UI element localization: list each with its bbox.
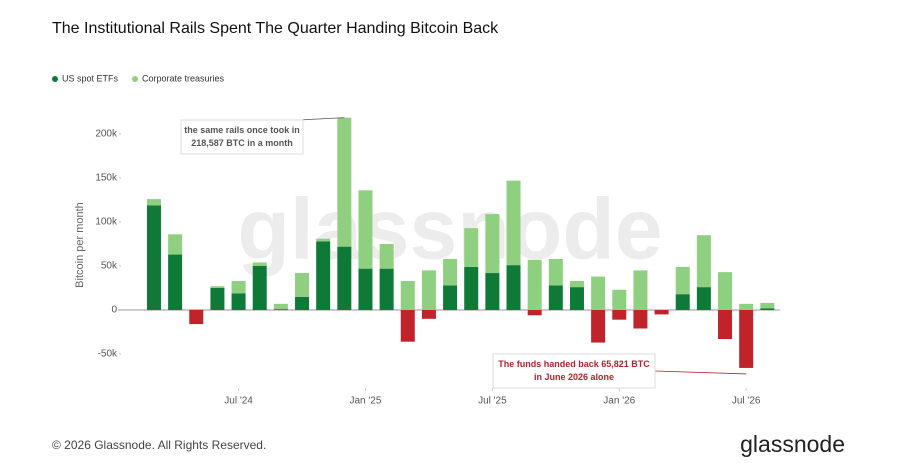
bar: [548, 258, 563, 286]
y-axis-label: Bitcoin per month: [74, 202, 86, 288]
bar: [443, 258, 458, 286]
bar: [421, 270, 436, 310]
annotation-text: 218,587 BTC in a month: [191, 138, 293, 148]
bar: [739, 303, 754, 310]
bar: [548, 285, 563, 310]
chart-title: The Institutional Rails Spent The Quarte…: [52, 20, 499, 37]
annotation-connector: [654, 370, 747, 375]
bar: [316, 241, 331, 310]
bar: [464, 266, 479, 310]
annotation-connector: [298, 117, 345, 121]
bar: [168, 234, 183, 255]
bar: [527, 310, 542, 316]
bar: [591, 310, 606, 343]
bar: [696, 287, 711, 310]
bar: [506, 180, 521, 266]
bar: [443, 285, 458, 310]
bar: [760, 308, 775, 310]
y-tick-label: -50k: [98, 349, 118, 360]
bar: [210, 286, 225, 288]
bar: [231, 293, 246, 310]
bar: [168, 254, 183, 310]
bar: [633, 310, 648, 329]
bar: [358, 268, 373, 310]
legend-label: Corporate treasuries: [142, 73, 225, 83]
x-tick-label: Jul '26: [732, 396, 761, 407]
bar: [358, 190, 373, 269]
bar: [295, 296, 310, 310]
bar: [252, 266, 267, 310]
bar: [210, 288, 225, 310]
annotation-text: the same rails once took in: [184, 125, 300, 135]
y-tick-label: 150k: [95, 173, 118, 184]
bar: [316, 238, 331, 242]
bar: [379, 268, 394, 310]
annotation-text: in June 2026 alone: [534, 372, 614, 382]
legend-swatch: [52, 76, 58, 82]
bar: [295, 273, 310, 297]
bar: [400, 310, 415, 342]
bar: [569, 280, 584, 288]
bar: [612, 310, 627, 320]
annotation-text: The funds handed back 65,821 BTC: [498, 359, 650, 369]
bar: [569, 287, 584, 310]
x-tick-label: Jul '25: [478, 396, 507, 407]
bar: [654, 310, 669, 315]
bar: [591, 276, 606, 310]
bar: [146, 199, 161, 206]
bar: [633, 270, 648, 310]
bar: [421, 310, 436, 319]
bar: [189, 310, 204, 325]
bar: [675, 294, 690, 310]
x-tick-label: Jan '25: [350, 396, 382, 407]
bar: [337, 117, 352, 247]
bar: [760, 302, 775, 309]
bar: [273, 309, 288, 310]
bar: [189, 309, 204, 310]
bar: [337, 246, 352, 310]
y-tick-label: 200k: [95, 129, 118, 140]
bar: [718, 310, 733, 340]
x-tick-label: Jul '24: [224, 396, 253, 407]
annotation-box: [180, 119, 304, 155]
x-tick-label: Jan '26: [603, 396, 635, 407]
bar: [675, 266, 690, 295]
bar: [506, 265, 521, 310]
bar: [612, 289, 627, 310]
bar: [464, 228, 479, 267]
annotation-box: [492, 353, 656, 389]
footer: © 2026 Glassnode. All Rights Reserved.: [52, 438, 266, 452]
bar: [485, 214, 500, 274]
bar: [379, 244, 394, 269]
bar: [146, 205, 161, 310]
legend-swatch: [132, 76, 139, 82]
bar: [527, 259, 542, 310]
legend-label: US spot ETFs: [62, 73, 119, 83]
logo: glassnode: [740, 431, 845, 457]
bar: [231, 280, 246, 294]
y-tick-label: 50k: [101, 261, 118, 272]
bar: [273, 303, 288, 310]
bar: [252, 262, 267, 266]
y-tick-label: 100k: [95, 217, 118, 228]
y-tick-label: 0: [111, 305, 117, 316]
bar: [400, 280, 415, 310]
bar: [739, 310, 754, 368]
bar: [696, 235, 711, 288]
bar: [718, 272, 733, 310]
bar: [485, 273, 500, 310]
